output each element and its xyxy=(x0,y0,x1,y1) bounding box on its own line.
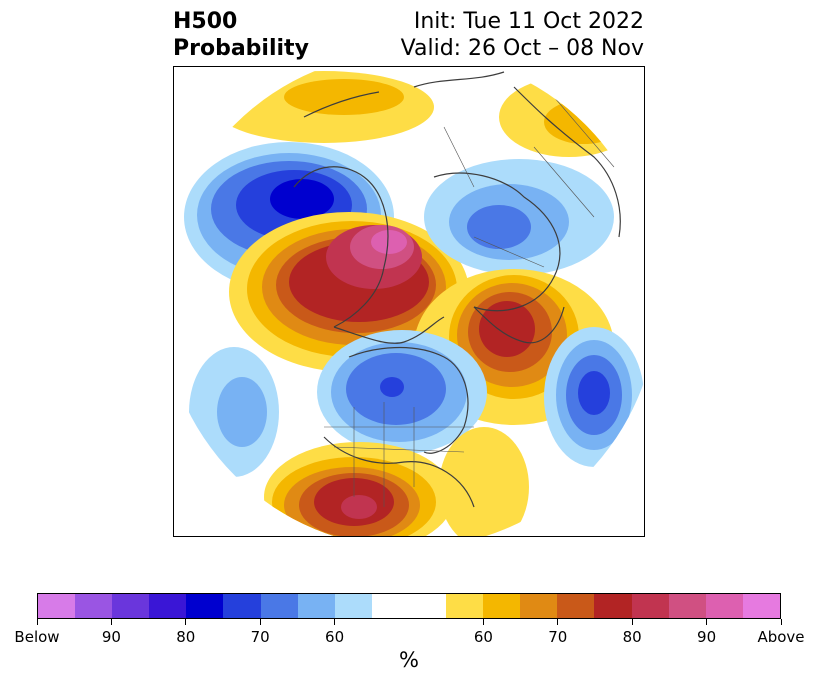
eastern-canada-trough xyxy=(317,330,487,454)
colorbar-tick xyxy=(631,619,633,625)
colorbar-tick xyxy=(334,619,336,625)
colorbar-cell xyxy=(186,594,224,618)
title-product: Probability xyxy=(173,36,309,61)
colorbar-cell xyxy=(668,594,706,618)
title-variable: H500 xyxy=(173,9,238,34)
colorbar-cell xyxy=(483,594,521,618)
probability-map xyxy=(184,71,644,536)
title-right: Init: Tue 11 Oct 2022 Valid: 26 Oct – 08… xyxy=(401,8,644,62)
colorbar-tick-label: 80 xyxy=(176,628,196,646)
colorbar-tick-label: 90 xyxy=(697,628,717,646)
colorbar-cell xyxy=(38,594,76,618)
units-label: % xyxy=(399,648,419,672)
map-panel xyxy=(173,66,645,537)
colorbar-tick-label: 70 xyxy=(548,628,568,646)
colorbar-cell xyxy=(594,594,632,618)
atlantic-coast-ridge xyxy=(439,427,529,536)
siberia-trough xyxy=(424,159,614,275)
colorbar-tick xyxy=(259,619,261,625)
colorbar-tick xyxy=(706,619,708,625)
colorbar-tick xyxy=(36,619,38,625)
colorbar-cell xyxy=(631,594,669,618)
colorbar-cell xyxy=(446,594,484,618)
colorbar-cell xyxy=(149,594,187,618)
colorbar-cell xyxy=(742,594,780,618)
northeast-pacific-trough xyxy=(189,347,279,477)
colorbar-cell xyxy=(408,594,447,618)
init-date: Init: Tue 11 Oct 2022 xyxy=(413,9,644,34)
colorbar-tick xyxy=(482,619,484,625)
colorbar-cell xyxy=(334,594,372,618)
colorbar xyxy=(37,593,781,619)
colorbar-cell xyxy=(260,594,298,618)
colorbar-tick-label: 70 xyxy=(250,628,270,646)
arctic-coast-ridge xyxy=(214,71,434,143)
colorbar-cell xyxy=(223,594,261,618)
colorbar-tick-label: 60 xyxy=(473,628,493,646)
colorbar-tick xyxy=(185,619,187,625)
valid-period: Valid: 26 Oct – 08 Nov xyxy=(400,36,644,61)
colorbar-cell xyxy=(371,594,409,618)
colorbar-cell xyxy=(557,594,595,618)
colorbar-cell xyxy=(520,594,558,618)
coastlines xyxy=(293,71,621,508)
canada-arctic-ridge xyxy=(229,212,469,372)
colorbar-tick-label: 60 xyxy=(325,628,345,646)
boundaries xyxy=(324,96,615,507)
colorbar-tick-label: 80 xyxy=(622,628,642,646)
colorbar-tick xyxy=(557,619,559,625)
colorbar-cell xyxy=(112,594,150,618)
eurasia-ridge xyxy=(499,77,639,157)
southern-us-ridge xyxy=(264,442,454,536)
colorbar-tick xyxy=(780,619,782,625)
colorbar-tick xyxy=(110,619,112,625)
colorbar-cell xyxy=(297,594,335,618)
mid-atlantic-trough xyxy=(544,327,644,467)
colorbar-tick-label: Below xyxy=(14,628,60,646)
colorbar-cell xyxy=(75,594,113,618)
title-left: H500 Probability xyxy=(173,8,309,62)
colorbar-tick-label: Above xyxy=(757,628,805,646)
colorbar-cell xyxy=(705,594,743,618)
colorbar-tick-label: 90 xyxy=(101,628,121,646)
